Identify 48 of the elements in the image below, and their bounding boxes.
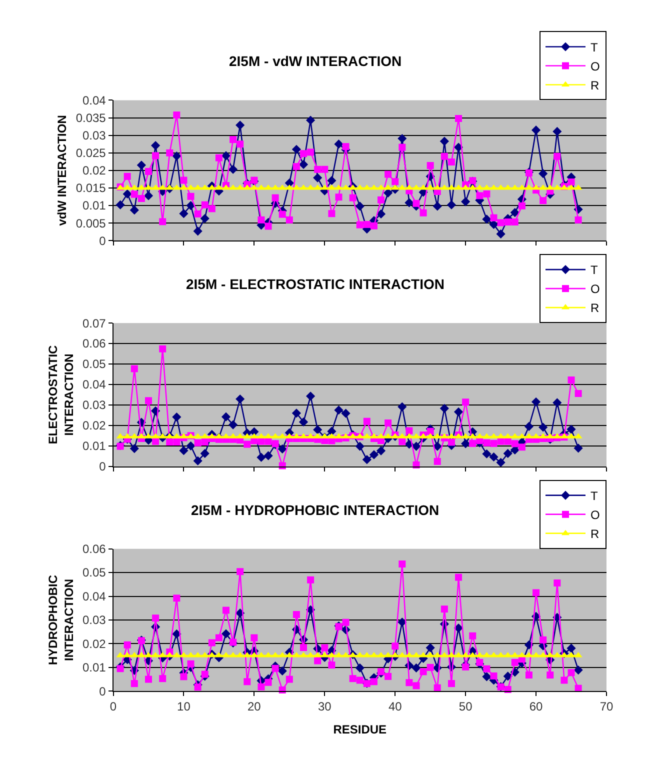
- y-tick-label: 0.05: [82, 357, 106, 372]
- legend-label: R: [590, 301, 600, 316]
- legend-label: R: [590, 78, 600, 92]
- x-tick-label: 70: [600, 700, 614, 714]
- y-tick-label: 0.05: [82, 566, 106, 580]
- chart-title: 2I5M - HYDROPHOBIC INTERACTION: [191, 502, 440, 518]
- x-tick-label: 10: [177, 700, 191, 714]
- x-tick-label: 0: [110, 700, 117, 714]
- legend-label: R: [590, 527, 600, 541]
- y-tick-label: 0.03: [82, 128, 106, 143]
- x-tick-label: 40: [388, 700, 402, 714]
- legend-label: T: [590, 40, 598, 54]
- y-tick-label: 0.02: [82, 636, 106, 651]
- y-tick-label: 0.01: [82, 439, 106, 454]
- y-axis-title: HYDROPHOBIC INTERACTION: [46, 574, 76, 665]
- chart-title: 2I5M - ELECTROSTATIC INTERACTION: [186, 276, 444, 292]
- y-tick-label: 0: [99, 234, 106, 248]
- legend-label: T: [590, 489, 598, 503]
- y-tick-label: 0.03: [82, 398, 106, 412]
- x-tick-label: 30: [318, 700, 332, 714]
- y-tick-label: 0.02: [82, 418, 106, 433]
- y-tick-label: 0.015: [76, 181, 106, 196]
- y-axis-title: vdW INTERACTION: [55, 115, 70, 226]
- y-tick-label: 0: [99, 684, 106, 698]
- y-tick-label: 0.03: [82, 613, 106, 628]
- y-tick-label: 0.04: [82, 93, 106, 108]
- x-tick-label: 20: [248, 700, 262, 714]
- y-tick-label: 0.01: [82, 198, 106, 213]
- y-tick-label: 0.07: [82, 316, 106, 330]
- y-tick-label: 0.06: [82, 336, 106, 351]
- y-tick-label: 0.02: [82, 164, 106, 178]
- y-tick-label: 0.01: [82, 660, 106, 675]
- chart-title: 2I5M - vdW INTERACTION: [229, 53, 402, 69]
- x-tick-label: 60: [529, 700, 544, 714]
- y-tick-label: 0: [99, 460, 106, 474]
- y-tick-label: 0.04: [82, 378, 106, 392]
- y-tick-label: 0.04: [82, 589, 106, 604]
- legend-label: O: [590, 59, 600, 74]
- legend-label: T: [590, 263, 598, 278]
- x-tick-label: 50: [458, 700, 473, 714]
- y-tick-label: 0.025: [76, 146, 106, 160]
- y-tick-label: 0.06: [82, 542, 106, 556]
- legend-label: O: [590, 508, 600, 522]
- y-axis-title: ELECTROSTATIC INTERACTION: [46, 344, 76, 444]
- y-tick-label: 0.035: [76, 111, 106, 125]
- legend-label: O: [590, 282, 600, 296]
- y-tick-label: 0.005: [76, 216, 106, 230]
- x-axis-title: RESIDUE: [333, 722, 387, 736]
